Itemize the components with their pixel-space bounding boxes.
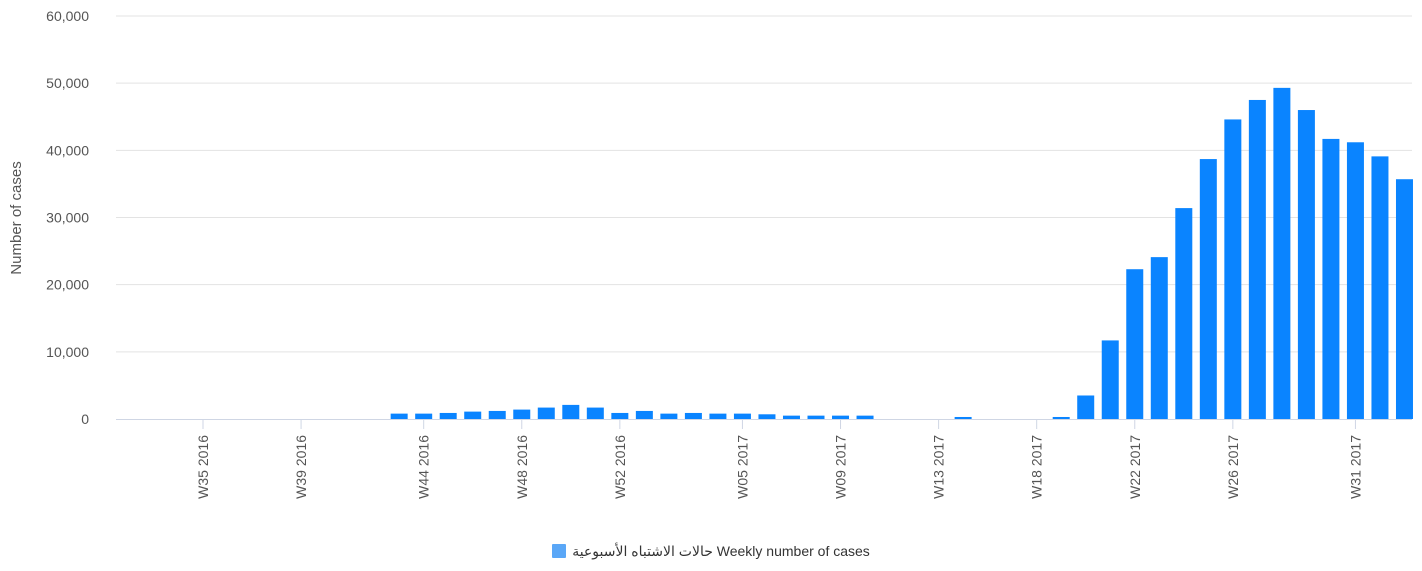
y-tick-label: 30,000 [46, 210, 89, 226]
y-tick-label: 0 [81, 411, 89, 427]
bar[interactable] [488, 410, 506, 419]
x-tick-label: W48 2016 [514, 435, 530, 499]
legend[interactable]: حالات الاشتباه الأسبوعية Weekly number o… [0, 543, 1422, 560]
x-tick-label: W31 2017 [1347, 435, 1363, 499]
y-axis-ticks: 0 10,000 20,000 30,000 40,000 50,000 60,000 [46, 8, 89, 427]
bar[interactable] [1395, 179, 1413, 419]
bar[interactable] [635, 410, 653, 419]
bar[interactable] [1297, 110, 1315, 420]
bar[interactable] [1150, 257, 1168, 419]
x-tick-label: W09 2017 [833, 435, 849, 499]
bars [390, 87, 1413, 420]
bar[interactable] [1371, 156, 1389, 419]
bar[interactable] [586, 407, 604, 419]
x-tick-label: W22 2017 [1127, 435, 1143, 499]
x-tick-label: W18 2017 [1029, 435, 1045, 499]
x-tick-label: W26 2017 [1225, 435, 1241, 499]
bar[interactable] [1175, 208, 1193, 419]
bar[interactable] [758, 414, 776, 419]
bar[interactable] [1077, 395, 1095, 419]
bar[interactable] [1224, 119, 1242, 419]
y-tick-label: 10,000 [46, 344, 89, 360]
x-tick-label: W44 2016 [416, 435, 432, 499]
bar[interactable] [390, 413, 408, 419]
bar[interactable] [464, 411, 482, 419]
x-tick-label: W52 2016 [612, 435, 628, 499]
x-tick-label: W35 2016 [195, 435, 211, 499]
bar[interactable] [807, 415, 825, 419]
legend-label: حالات الاشتباه الأسبوعية Weekly number o… [572, 543, 870, 559]
x-tick-label: W39 2016 [293, 435, 309, 499]
bar[interactable] [709, 413, 727, 419]
bar[interactable] [513, 409, 531, 419]
legend-swatch [552, 544, 567, 558]
x-tick-label: W05 2017 [734, 435, 750, 499]
bar[interactable] [954, 416, 972, 419]
bar[interactable] [439, 412, 457, 419]
bar[interactable] [1126, 269, 1144, 419]
y-tick-label: 40,000 [46, 142, 89, 158]
x-tick-label: W13 2017 [931, 435, 947, 499]
bar[interactable] [537, 407, 555, 419]
bar[interactable] [562, 404, 580, 419]
x-axis-ticks: W35 2016 W39 2016 W44 2016 W48 2016 W52 2016… [195, 419, 1363, 499]
bar[interactable] [1101, 340, 1119, 419]
bar[interactable] [415, 413, 433, 419]
bar[interactable] [660, 413, 678, 419]
bar[interactable] [1273, 87, 1291, 419]
y-tick-label: 20,000 [46, 277, 89, 293]
bar[interactable] [1346, 142, 1364, 420]
bar[interactable] [733, 413, 751, 419]
bar[interactable] [782, 415, 800, 419]
gridlines [116, 15, 1412, 353]
bar[interactable] [856, 415, 874, 419]
bar[interactable] [1322, 138, 1340, 420]
bar[interactable] [1052, 416, 1070, 419]
y-tick-label: 50,000 [46, 75, 89, 91]
bar[interactable] [1199, 159, 1217, 419]
y-axis-label: Number of cases [8, 161, 25, 274]
bar[interactable] [832, 415, 850, 419]
bar[interactable] [611, 412, 629, 419]
bar[interactable] [1248, 99, 1266, 419]
y-tick-label: 60,000 [46, 8, 89, 24]
bar[interactable] [684, 412, 702, 419]
